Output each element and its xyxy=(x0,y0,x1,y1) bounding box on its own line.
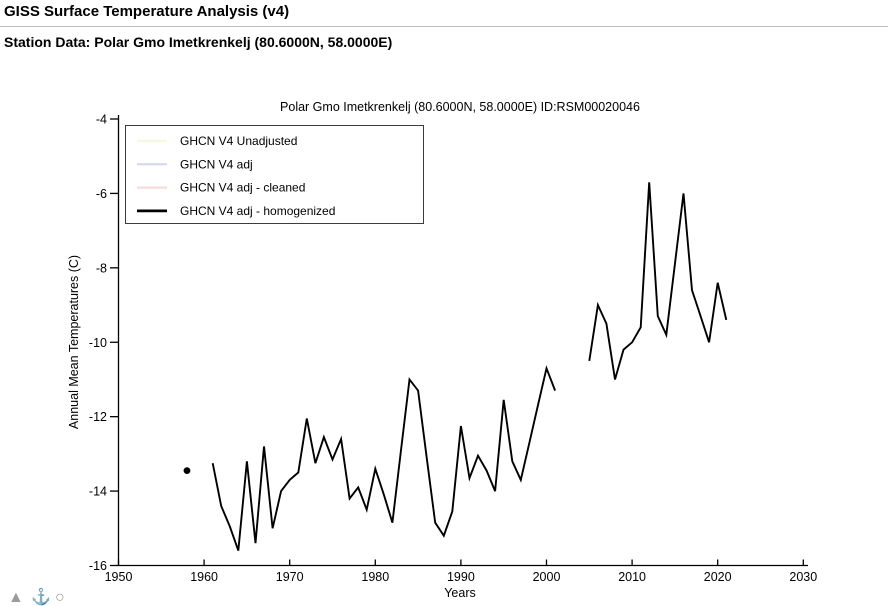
series-line xyxy=(588,182,728,380)
series-line xyxy=(211,365,556,551)
header-divider xyxy=(0,26,888,27)
y-tick-label: -8 xyxy=(96,261,107,275)
x-tick-label: 2000 xyxy=(533,570,561,584)
page-title: GISS Surface Temperature Analysis (v4) xyxy=(4,3,290,20)
legend-label: GHCN V4 adj - cleaned xyxy=(180,181,305,195)
x-tick-label: 1990 xyxy=(447,570,475,584)
data-series xyxy=(183,182,728,551)
y-axis-ticks: -16 -14 -12 -10 -8 -6 -4 xyxy=(89,113,119,573)
x-tick-label: 1960 xyxy=(190,570,218,584)
x-tick-label: 2030 xyxy=(789,570,817,584)
legend-label: GHCN V4 adj - homogenized xyxy=(180,204,335,218)
y-tick-label: -14 xyxy=(89,485,107,499)
circle-icon[interactable]: ○ xyxy=(55,589,65,606)
legend-items: GHCN V4 Unadjusted GHCN V4 adj GHCN V4 adj… xyxy=(137,134,335,218)
x-tick-label: 2010 xyxy=(618,570,646,584)
y-tick-label: -16 xyxy=(89,559,107,573)
x-tick-label: 1980 xyxy=(361,570,389,584)
anchor-icon[interactable]: ⚓ xyxy=(31,589,51,606)
y-tick-label: -12 xyxy=(89,410,107,424)
station-subtitle: Station Data: Polar Gmo Imetkrenkelj (80… xyxy=(4,34,393,50)
y-tick-label: -6 xyxy=(96,187,107,201)
x-tick-label: 1970 xyxy=(276,570,304,584)
chart-title: Polar Gmo Imetkrenkelj (80.6000N, 58.000… xyxy=(280,100,640,114)
triangle-icon[interactable]: ▲ xyxy=(8,589,24,606)
legend-label: GHCN V4 Unadjusted xyxy=(180,134,297,148)
x-tick-label: 1950 xyxy=(105,570,133,584)
x-tick-label: 2020 xyxy=(704,570,732,584)
legend: GHCN V4 Unadjusted GHCN V4 adj GHCN V4 adj… xyxy=(125,125,424,224)
legend-box xyxy=(125,125,424,224)
y-tick-label: -4 xyxy=(96,113,107,127)
legend-label: GHCN V4 adj xyxy=(180,157,253,171)
y-tick-label: -10 xyxy=(89,336,107,350)
y-axis-title: Annual Mean Temperatures (C) xyxy=(67,255,81,429)
series-point xyxy=(183,467,191,475)
x-axis-title: Years xyxy=(444,586,476,600)
x-axis-ticks: 1950 1960 1970 1980 1990 2000 2010 2020 2030 xyxy=(105,559,817,584)
